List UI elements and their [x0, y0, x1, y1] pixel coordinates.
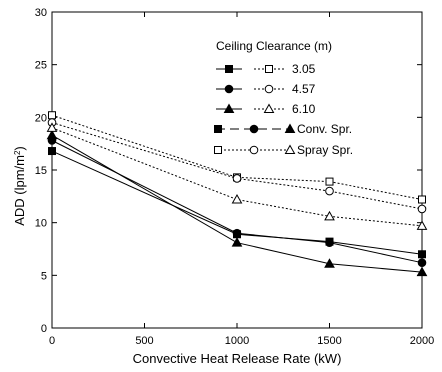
series-spray-square-point-2 — [325, 177, 334, 186]
legend-conv-triangle-marker — [223, 103, 235, 113]
series-layer — [46, 111, 428, 277]
legend-conv-circle-marker — [224, 84, 234, 94]
plot-area — [51, 11, 423, 329]
y-tick-label-1: 5 — [41, 270, 47, 282]
legend-spray-circle — [249, 145, 259, 155]
legend-label-1: 4.57 — [292, 82, 316, 96]
series-conv-triangle-point-2 — [324, 258, 335, 268]
series-spray-triangle-point-3 — [416, 220, 428, 230]
plot-frame — [51, 11, 423, 329]
series-spray-square-line — [51, 114, 423, 200]
y-tick-label-0: 0 — [41, 323, 47, 335]
series-spray-circle-point-2 — [325, 186, 334, 196]
series-conv-triangle-point-0 — [46, 129, 58, 140]
legend-conv-triangle — [284, 123, 296, 133]
x-tick-label-3: 1500 — [317, 335, 341, 347]
y-axis-label-end: ) — [12, 146, 27, 150]
legend-spray-circle-marker — [264, 84, 274, 94]
legend-label-3: Conv. Spr. — [297, 122, 352, 136]
series-conv-triangle-point-3 — [416, 266, 428, 277]
y-tick-label-5: 25 — [35, 60, 47, 72]
legend-title: Ceiling Clearance (m) — [216, 39, 332, 53]
y-tick-label-3: 15 — [35, 165, 47, 177]
legend-spray-square-marker — [265, 65, 273, 73]
series-conv-triangle-point-1 — [231, 237, 243, 247]
series-conv-circle-point-3 — [417, 258, 427, 267]
series-conv-circle-point-2 — [325, 238, 334, 247]
x-tick-label-0: 0 — [49, 335, 55, 347]
series-spray-triangle-line — [51, 127, 423, 227]
series-conv-circle-point-1 — [232, 228, 242, 238]
legend-label-4: Spray Spr. — [297, 143, 353, 157]
series-spray-circle-point-1 — [232, 174, 242, 183]
series-spray-circle-line — [51, 122, 423, 210]
series-spray-triangle-point-0 — [46, 122, 58, 132]
y-tick-label-6: 30 — [35, 7, 47, 19]
legend-conv-square-marker — [225, 65, 233, 73]
series-spray-triangle-point-1 — [231, 193, 243, 204]
series-conv-circle-line — [51, 140, 423, 264]
legend-label-0: 3.05 — [292, 62, 316, 76]
legend-conv-square — [214, 125, 222, 133]
y-axis-label-main: ADD (lpm/m — [12, 155, 27, 226]
legend-spray-triangle — [284, 144, 296, 154]
x-tick-label-4: 2000 — [410, 335, 434, 347]
series-spray-square-point-0 — [48, 111, 56, 120]
legend-spray-triangle-marker — [263, 103, 275, 113]
legend-conv-circle — [249, 124, 259, 134]
series-spray-square-point-3 — [418, 195, 426, 204]
legend-spray-square — [214, 146, 222, 154]
y-axis-label: ADD (lpm/m2) — [12, 146, 27, 226]
series-spray-triangle-point-2 — [324, 210, 335, 221]
series-conv-square-point-3 — [418, 250, 426, 259]
x-tick-label-2: 1000 — [225, 335, 249, 347]
series-conv-square-point-0 — [48, 147, 56, 156]
y-tick-label-4: 20 — [35, 112, 47, 124]
x-axis-label: Convective Heat Release Rate (kW) — [133, 351, 342, 366]
series-conv-triangle-line — [51, 134, 423, 273]
legend: Ceiling Clearance (m) 3.05 4.57 6.10 Conv. S… — [214, 39, 353, 157]
x-tick-label-1: 500 — [135, 335, 153, 347]
y-axis-label-sup: 2 — [13, 150, 22, 155]
legend-label-2: 6.10 — [292, 102, 316, 116]
y-tick-label-2: 10 — [35, 218, 47, 230]
series-spray-circle-point-3 — [417, 204, 427, 214]
